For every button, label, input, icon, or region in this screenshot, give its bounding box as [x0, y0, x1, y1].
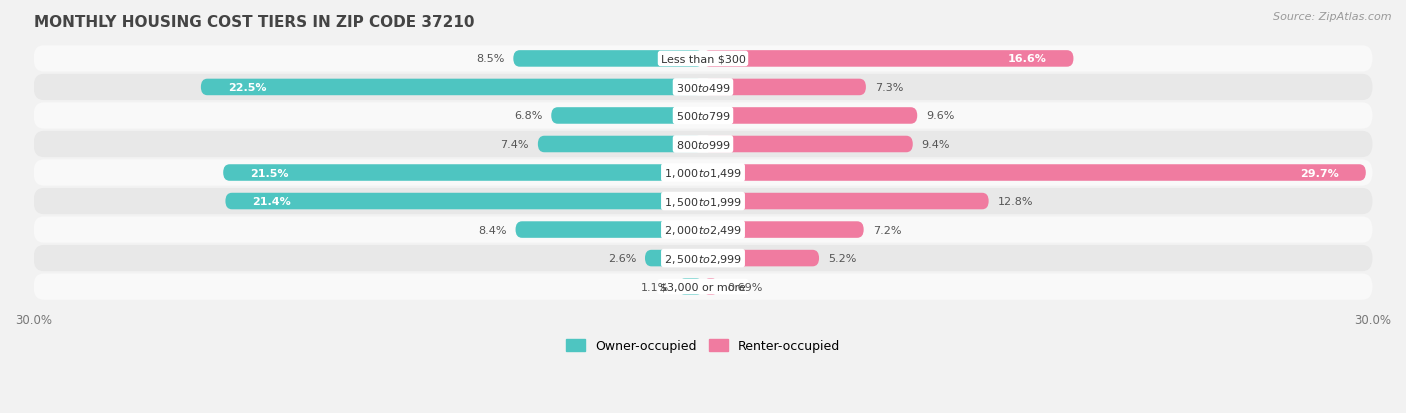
Text: Source: ZipAtlas.com: Source: ZipAtlas.com [1274, 12, 1392, 22]
Text: 12.8%: 12.8% [998, 197, 1033, 206]
Text: 2.6%: 2.6% [607, 254, 636, 263]
FancyBboxPatch shape [201, 79, 703, 96]
Text: $500 to $799: $500 to $799 [675, 110, 731, 122]
Text: $800 to $999: $800 to $999 [675, 139, 731, 151]
FancyBboxPatch shape [225, 193, 703, 210]
Text: $300 to $499: $300 to $499 [675, 82, 731, 94]
Text: Less than $300: Less than $300 [661, 54, 745, 64]
FancyBboxPatch shape [34, 217, 1372, 243]
Text: 9.4%: 9.4% [922, 140, 950, 150]
FancyBboxPatch shape [34, 188, 1372, 215]
FancyBboxPatch shape [224, 165, 703, 181]
Text: 7.4%: 7.4% [501, 140, 529, 150]
FancyBboxPatch shape [703, 108, 917, 124]
Text: 1.1%: 1.1% [641, 282, 669, 292]
Text: 8.5%: 8.5% [477, 54, 505, 64]
FancyBboxPatch shape [34, 75, 1372, 101]
FancyBboxPatch shape [703, 193, 988, 210]
Text: $1,000 to $1,499: $1,000 to $1,499 [664, 166, 742, 180]
FancyBboxPatch shape [703, 79, 866, 96]
Text: 7.2%: 7.2% [873, 225, 901, 235]
FancyBboxPatch shape [703, 250, 820, 267]
Text: 0.69%: 0.69% [727, 282, 762, 292]
Text: $2,000 to $2,499: $2,000 to $2,499 [664, 223, 742, 237]
FancyBboxPatch shape [703, 165, 1365, 181]
FancyBboxPatch shape [703, 222, 863, 238]
Text: 8.4%: 8.4% [478, 225, 506, 235]
Text: MONTHLY HOUSING COST TIERS IN ZIP CODE 37210: MONTHLY HOUSING COST TIERS IN ZIP CODE 3… [34, 15, 474, 30]
Text: $2,500 to $2,999: $2,500 to $2,999 [664, 252, 742, 265]
FancyBboxPatch shape [34, 103, 1372, 129]
Text: 5.2%: 5.2% [828, 254, 856, 263]
FancyBboxPatch shape [34, 46, 1372, 72]
FancyBboxPatch shape [516, 222, 703, 238]
FancyBboxPatch shape [679, 279, 703, 295]
Text: 7.3%: 7.3% [875, 83, 903, 93]
Text: 16.6%: 16.6% [1008, 54, 1046, 64]
FancyBboxPatch shape [645, 250, 703, 267]
FancyBboxPatch shape [34, 245, 1372, 271]
Text: 22.5%: 22.5% [228, 83, 266, 93]
Text: 21.5%: 21.5% [250, 168, 288, 178]
FancyBboxPatch shape [34, 274, 1372, 300]
Text: 29.7%: 29.7% [1301, 168, 1339, 178]
FancyBboxPatch shape [34, 160, 1372, 186]
FancyBboxPatch shape [538, 136, 703, 153]
FancyBboxPatch shape [703, 136, 912, 153]
Text: $1,500 to $1,999: $1,500 to $1,999 [664, 195, 742, 208]
FancyBboxPatch shape [513, 51, 703, 68]
Text: 6.8%: 6.8% [515, 111, 543, 121]
Text: 9.6%: 9.6% [927, 111, 955, 121]
FancyBboxPatch shape [703, 279, 718, 295]
FancyBboxPatch shape [34, 132, 1372, 158]
Legend: Owner-occupied, Renter-occupied: Owner-occupied, Renter-occupied [561, 335, 845, 357]
Text: 21.4%: 21.4% [252, 197, 291, 206]
Text: $3,000 or more: $3,000 or more [661, 282, 745, 292]
FancyBboxPatch shape [551, 108, 703, 124]
FancyBboxPatch shape [703, 51, 1073, 68]
